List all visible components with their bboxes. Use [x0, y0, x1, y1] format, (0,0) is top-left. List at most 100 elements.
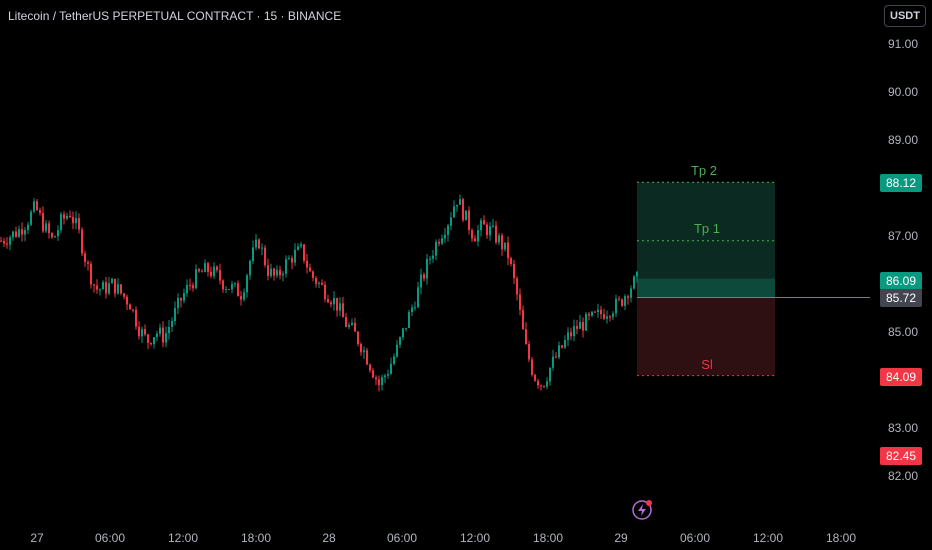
candle-body	[558, 345, 560, 358]
candle-body	[3, 240, 5, 244]
candle-body	[201, 271, 203, 273]
candle-body	[126, 296, 128, 305]
candle-body	[183, 293, 185, 301]
price-tick: 83.00	[888, 421, 919, 435]
candle-body	[555, 356, 557, 358]
candle-body	[450, 217, 452, 226]
candle-body	[627, 296, 629, 298]
candle-body	[129, 304, 131, 310]
candle-body	[507, 242, 509, 259]
candle-body	[282, 273, 284, 276]
candle-body	[144, 329, 146, 335]
candle-body	[117, 284, 119, 294]
candle-body	[21, 229, 23, 235]
candle-body	[498, 235, 500, 243]
candle-body	[387, 373, 389, 376]
candle-body	[531, 359, 533, 375]
candle-body	[504, 242, 506, 250]
candle-body	[402, 328, 404, 338]
candle-body	[6, 243, 8, 245]
candle-body	[192, 285, 194, 289]
candle-body	[546, 381, 548, 387]
candle-body	[279, 269, 281, 276]
candle-body	[312, 271, 314, 278]
candle-body	[408, 312, 410, 328]
candle-body	[123, 293, 125, 297]
candle-body	[33, 201, 35, 212]
candle-body	[321, 282, 323, 285]
symbol-title[interactable]: Litecoin / TetherUS PERPETUAL CONTRACT ·…	[8, 9, 342, 23]
stop-loss-zone[interactable]	[637, 297, 775, 376]
candle-body	[180, 297, 182, 301]
candle-body	[561, 345, 563, 348]
candle-body	[0, 240, 2, 242]
candle-body	[45, 223, 47, 232]
candle-body	[357, 331, 359, 345]
candle-body	[84, 253, 86, 262]
candle-body	[501, 235, 503, 250]
candle-body	[36, 201, 38, 211]
time-tick: 18:00	[825, 531, 857, 545]
time-tick: 12:00	[459, 531, 491, 545]
candle-body	[51, 233, 53, 238]
candle-body	[492, 225, 494, 227]
candle-body	[570, 332, 572, 337]
candle-body	[303, 244, 305, 261]
candle-body	[375, 377, 377, 380]
candle-body	[411, 307, 413, 313]
candle-body	[369, 364, 371, 371]
candle-body	[516, 278, 518, 295]
candle-body	[435, 241, 437, 256]
candle-body	[75, 218, 77, 224]
price-tick: 90.00	[888, 85, 919, 99]
candle-body	[354, 322, 356, 332]
tp1-label: Tp 1	[693, 221, 721, 236]
candle-body	[588, 313, 590, 316]
candle-body	[54, 236, 56, 238]
candle-body	[327, 299, 329, 303]
candle-body	[198, 269, 200, 272]
take-profit-zone[interactable]	[637, 182, 775, 280]
candle-body	[291, 258, 293, 263]
tp2-price-badge: 88.12	[880, 174, 922, 192]
candle-body	[366, 350, 368, 365]
candle-body	[474, 238, 476, 242]
candle-body	[390, 363, 392, 374]
candle-body	[609, 316, 611, 318]
candle-body	[576, 326, 578, 329]
candle-body	[573, 326, 575, 337]
candle-body	[567, 332, 569, 340]
candle-body	[447, 225, 449, 235]
candle-body	[237, 283, 239, 297]
candle-body	[159, 327, 161, 334]
candle-body	[270, 268, 272, 276]
candle-body	[273, 268, 275, 276]
candle-body	[93, 284, 95, 286]
candle-body	[243, 292, 245, 300]
candle-body	[204, 263, 206, 273]
candle-body	[60, 214, 62, 231]
candle-body	[78, 218, 80, 230]
price-tick: 91.00	[888, 37, 919, 51]
candle-body	[462, 199, 464, 221]
candle-body	[417, 287, 419, 308]
entry-price-badge: 86.09	[880, 272, 922, 290]
candle-body	[213, 266, 215, 277]
candle-body	[486, 224, 488, 236]
candle-body	[513, 263, 515, 279]
candle-body	[234, 283, 236, 285]
candle-body	[264, 247, 266, 266]
candle-body	[363, 350, 365, 353]
candle-body	[414, 307, 416, 309]
candle-body	[258, 239, 260, 249]
candle-body	[441, 238, 443, 244]
take-profit-entry-band	[637, 278, 775, 298]
flash-icon[interactable]	[631, 499, 653, 521]
candle-body	[81, 229, 83, 254]
candle-body	[579, 321, 581, 329]
candle-body	[384, 375, 386, 378]
currency-button[interactable]: USDT	[884, 5, 926, 27]
candle-body	[549, 367, 551, 382]
candle-body	[222, 280, 224, 290]
